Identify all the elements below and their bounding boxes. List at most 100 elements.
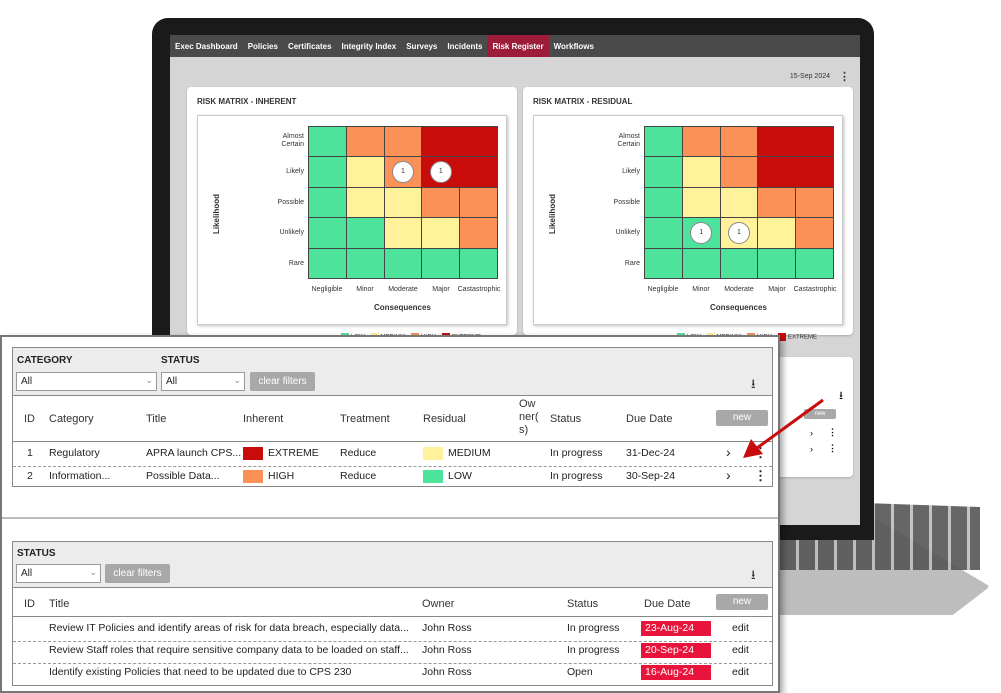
matrix-cell[interactable] <box>645 218 682 248</box>
matrix-cell[interactable] <box>682 157 720 187</box>
matrix-cell[interactable] <box>796 127 833 157</box>
matrix-cell[interactable] <box>682 187 720 218</box>
matrix-cell[interactable] <box>309 187 346 218</box>
status-select[interactable]: All ⌄ <box>161 372 245 391</box>
matrix-cell[interactable] <box>309 157 346 187</box>
matrix-cell[interactable] <box>309 248 346 278</box>
action-due-date: 23-Aug-24 <box>641 621 711 636</box>
action-edit-link[interactable]: edit <box>732 622 749 634</box>
matrix-cell[interactable] <box>460 157 497 187</box>
nav-tab[interactable]: Certificates <box>287 42 332 51</box>
col-owner: Owner <box>422 598 455 610</box>
consequence-label: Castastrophic <box>457 286 501 293</box>
matrix-cell[interactable] <box>346 157 384 187</box>
matrix-cell[interactable] <box>422 248 460 278</box>
clear-filters-button[interactable]: clear filters <box>250 372 315 391</box>
matrix-cell[interactable] <box>720 248 758 278</box>
risk-count-bubble[interactable]: 1 <box>429 161 452 184</box>
row-open-chevron-icon[interactable]: › <box>726 444 731 460</box>
row-kebab-icon[interactable]: ⋮ <box>754 445 767 460</box>
matrix-cell[interactable] <box>758 248 796 278</box>
action-edit-link[interactable]: edit <box>732 666 749 678</box>
matrix-cell[interactable] <box>460 127 497 157</box>
matrix-cell[interactable]: 1 <box>720 218 758 248</box>
nav-tab[interactable]: Incidents <box>447 42 483 51</box>
matrix-cell[interactable] <box>309 218 346 248</box>
risk-table-body: ID Category Title Inherent Treatment Res… <box>13 396 772 486</box>
matrix-cell[interactable] <box>796 248 833 278</box>
matrix-cell[interactable] <box>346 187 384 218</box>
nav-tab[interactable]: Policies <box>247 42 278 51</box>
nav-tab[interactable]: Workflows <box>553 42 594 51</box>
action-title[interactable]: Review Staff roles that require sensitiv… <box>49 644 409 656</box>
matrix-cell[interactable] <box>645 187 682 218</box>
risk-count-bubble[interactable]: 1 <box>727 221 750 244</box>
matrix-cell[interactable] <box>422 127 460 157</box>
risk-count-bubble[interactable]: 1 <box>391 161 414 184</box>
mini-chevron-icon[interactable]: › <box>810 444 813 454</box>
matrix-cell[interactable] <box>346 127 384 157</box>
matrix-cell[interactable] <box>346 248 384 278</box>
matrix-cell[interactable]: 1 <box>682 218 720 248</box>
matrix-cell[interactable] <box>682 127 720 157</box>
matrix-cell[interactable] <box>720 157 758 187</box>
matrix-cell[interactable] <box>720 187 758 218</box>
matrix-cell[interactable] <box>460 187 497 218</box>
mini-kebab-icon[interactable]: ⋮ <box>828 443 837 453</box>
matrix-cell[interactable] <box>384 218 422 248</box>
matrix-cell[interactable] <box>422 218 460 248</box>
row-title[interactable]: Possible Data... <box>146 470 220 482</box>
chevron-down-icon: ⌄ <box>89 567 97 577</box>
row-treatment: Reduce <box>340 447 377 459</box>
mini-kebab-icon[interactable]: ⋮ <box>828 427 837 437</box>
nav-tab[interactable]: Integrity Index <box>341 42 397 51</box>
matrix-cell[interactable] <box>720 127 758 157</box>
category-filter-label: CATEGORY <box>17 355 73 366</box>
matrix-cell[interactable] <box>384 187 422 218</box>
category-select[interactable]: All ⌄ <box>16 372 157 391</box>
matrix-cell[interactable] <box>309 127 346 157</box>
matrix-cell[interactable]: 1 <box>384 157 422 187</box>
matrix-cell[interactable] <box>645 157 682 187</box>
nav-tab[interactable]: Risk Register <box>487 35 549 57</box>
matrix-cell[interactable] <box>460 218 497 248</box>
matrix-cell[interactable] <box>384 127 422 157</box>
new-risk-button[interactable]: new <box>716 410 768 426</box>
kebab-menu-icon[interactable]: ⋮ <box>839 71 850 83</box>
matrix-cell[interactable]: 1 <box>422 157 460 187</box>
nav-tab[interactable]: Exec Dashboard <box>175 42 238 51</box>
matrix-cell[interactable] <box>758 187 796 218</box>
action-status: Open <box>567 666 593 678</box>
nav-tab[interactable]: Surveys <box>406 42 438 51</box>
matrix-cell[interactable] <box>796 218 833 248</box>
actions-status-select[interactable]: All ⌄ <box>16 564 101 583</box>
matrix-cell[interactable] <box>796 157 833 187</box>
col-owners: Ow ner( s) <box>519 398 539 436</box>
row-title[interactable]: APRA launch CPS... <box>146 447 242 459</box>
matrix-cell[interactable] <box>758 127 796 157</box>
matrix-cell[interactable] <box>422 187 460 218</box>
matrix-cell[interactable] <box>346 218 384 248</box>
actions-clear-filters-button[interactable]: clear filters <box>105 564 170 583</box>
download-icon[interactable]: ⭳ <box>751 376 756 391</box>
mini-download-icon[interactable]: ⭳ <box>839 390 843 402</box>
action-title[interactable]: Identify existing Policies that need to … <box>49 666 352 678</box>
matrix-cell[interactable] <box>384 248 422 278</box>
matrix-cell[interactable] <box>758 218 796 248</box>
actions-download-icon[interactable]: ⭳ <box>751 567 756 582</box>
matrix-cell[interactable] <box>645 127 682 157</box>
legend-label: EXTREME <box>788 334 818 341</box>
row-kebab-icon[interactable]: ⋮ <box>754 468 767 483</box>
matrix-cell[interactable] <box>460 248 497 278</box>
mini-new-button[interactable]: new <box>804 409 836 419</box>
new-action-button[interactable]: new <box>716 594 768 610</box>
action-edit-link[interactable]: edit <box>732 644 749 656</box>
matrix-cell[interactable] <box>682 248 720 278</box>
matrix-cell[interactable] <box>758 157 796 187</box>
mini-chevron-icon[interactable]: › <box>810 428 813 438</box>
matrix-cell[interactable] <box>796 187 833 218</box>
risk-count-bubble[interactable]: 1 <box>690 221 713 244</box>
row-open-chevron-icon[interactable]: › <box>726 467 731 483</box>
matrix-cell[interactable] <box>645 248 682 278</box>
action-title[interactable]: Review IT Policies and identify areas of… <box>49 622 409 634</box>
